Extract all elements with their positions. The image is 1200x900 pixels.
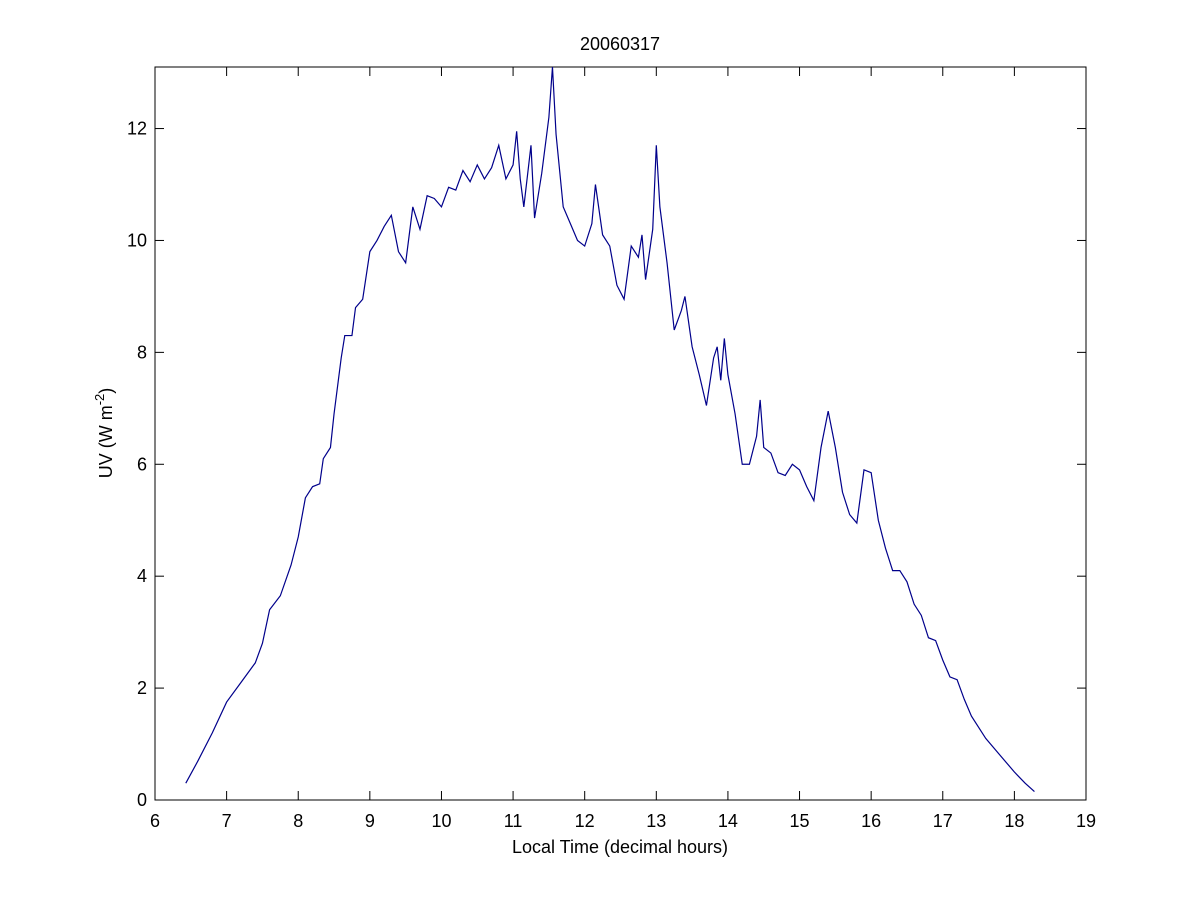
x-tick-label: 15: [790, 811, 810, 831]
x-axis-label: Local Time (decimal hours): [512, 837, 728, 857]
x-tick-label: 17: [933, 811, 953, 831]
x-tick-label: 6: [150, 811, 160, 831]
y-tick-label: 0: [137, 790, 147, 810]
y-tick-label: 10: [127, 230, 147, 250]
y-tick-label: 6: [137, 454, 147, 474]
y-label-main: UV (W m: [96, 405, 116, 478]
y-label-sup: -2: [92, 394, 107, 406]
x-tick-label: 13: [646, 811, 666, 831]
y-tick-label: 12: [127, 119, 147, 139]
x-tick-label: 12: [575, 811, 595, 831]
x-tick-label: 10: [431, 811, 451, 831]
y-tick-label: 4: [137, 566, 147, 586]
x-tick-label: 14: [718, 811, 738, 831]
x-tick-label: 11: [504, 811, 523, 831]
x-tick-label: 16: [861, 811, 881, 831]
chart-title: 20060317: [580, 34, 660, 54]
x-tick-label: 18: [1004, 811, 1024, 831]
x-tick-label: 7: [222, 811, 232, 831]
y-label-end: ): [96, 388, 116, 394]
x-tick-label: 19: [1076, 811, 1096, 831]
x-tick-label: 9: [365, 811, 375, 831]
y-tick-label: 2: [137, 678, 147, 698]
x-tick-label: 8: [293, 811, 303, 831]
plot-box: [154, 66, 1087, 801]
uv-line: [185, 66, 1035, 793]
y-axis-label: UV (W m-2): [92, 388, 116, 479]
y-tick-label: 8: [137, 342, 147, 362]
